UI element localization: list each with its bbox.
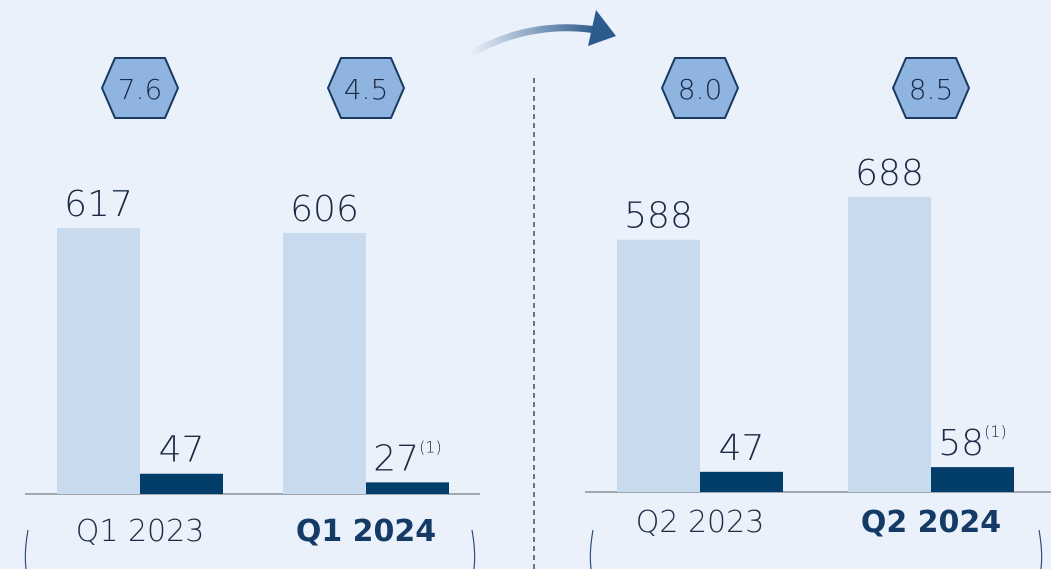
bracket <box>1038 529 1043 569</box>
bar <box>931 467 1014 492</box>
arrow-head <box>588 10 616 46</box>
value-label: 688 <box>855 153 924 194</box>
value-label: 606 <box>290 189 359 230</box>
badge-label: 4.5 <box>344 73 389 106</box>
value-label: 47 <box>159 430 205 471</box>
bar <box>283 232 366 495</box>
bar <box>57 228 140 494</box>
badge <box>892 57 970 119</box>
badge <box>327 57 405 119</box>
value-label: 47 <box>719 428 765 469</box>
category-label: Q2 2024 <box>861 505 1001 540</box>
bar <box>617 239 700 492</box>
value-label: 27(1) <box>373 437 441 479</box>
category-label: Q2 2023 <box>636 505 765 540</box>
value-label: 58(1) <box>938 422 1006 464</box>
value-label-number: 27 <box>373 438 419 479</box>
footnote: (1) <box>984 422 1007 441</box>
category-label: Q1 2024 <box>296 514 436 549</box>
value-label: 588 <box>624 196 693 237</box>
badge-label: 8.0 <box>678 73 723 106</box>
bar <box>700 471 783 492</box>
bar <box>848 196 931 492</box>
badge-label: 8.5 <box>909 73 954 106</box>
value-label: 617 <box>64 184 133 225</box>
bar <box>140 473 223 494</box>
bracket <box>24 529 29 569</box>
badge <box>101 57 179 119</box>
bracket <box>589 529 594 569</box>
footnote: (1) <box>419 437 442 456</box>
value-label-number: 58 <box>938 423 984 464</box>
badge-label: 7.6 <box>118 73 163 106</box>
bracket <box>471 529 476 569</box>
badge <box>661 57 739 119</box>
arrow <box>468 24 597 58</box>
category-label: Q1 2023 <box>76 514 205 549</box>
bar <box>366 482 449 494</box>
